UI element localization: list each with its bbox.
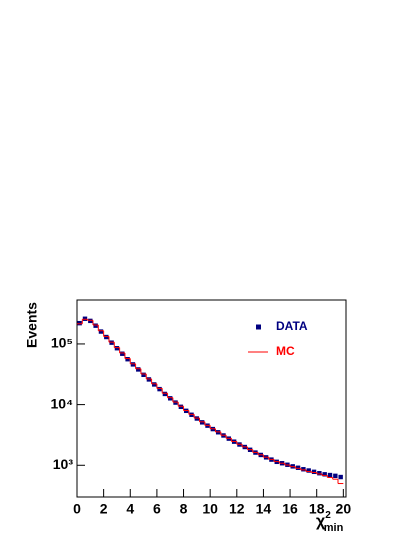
data-point — [82, 316, 88, 321]
data-point — [317, 471, 322, 476]
x-tick-label: 18 — [309, 501, 325, 517]
x-tick-label: 10 — [202, 501, 218, 517]
x-label-symbol: χ — [316, 513, 326, 530]
data-point — [168, 396, 173, 401]
x-tick-label: 4 — [126, 501, 134, 517]
x-label-sup: 2 — [325, 510, 331, 521]
data-point — [93, 323, 98, 328]
data-point — [130, 362, 136, 367]
x-tick-label: 12 — [229, 501, 245, 517]
data-point — [333, 473, 338, 479]
data-point — [98, 329, 104, 334]
x-tick-label: 0 — [73, 501, 81, 517]
x-axis-label: χ2 min — [316, 510, 344, 534]
legend-marker — [256, 324, 261, 330]
data-point — [295, 465, 301, 470]
y-tick-label: 10⁵ — [51, 335, 73, 351]
y-axis-label: Events — [24, 302, 40, 348]
data-point — [136, 367, 141, 372]
data-point — [322, 472, 327, 477]
data-point — [327, 472, 333, 478]
data-point — [199, 420, 205, 425]
data-point — [114, 346, 120, 351]
x-tick-label: 16 — [282, 501, 298, 517]
y-tick-label: 10⁴ — [51, 395, 74, 411]
data-point — [162, 391, 168, 397]
x-tick-label: 20 — [336, 501, 352, 517]
data-point — [306, 468, 311, 473]
data-point — [146, 377, 152, 382]
x-label-sub: min — [324, 522, 344, 534]
data-point — [77, 320, 82, 326]
data-point — [301, 467, 306, 472]
data-point — [152, 382, 157, 387]
data-point — [311, 469, 317, 475]
data-point — [338, 474, 343, 480]
data-point — [120, 351, 125, 356]
data-point — [104, 334, 109, 340]
legend-label: DATA — [276, 319, 308, 333]
data-point — [178, 404, 184, 410]
data-point — [88, 318, 93, 324]
frame — [76, 299, 347, 498]
x-tick-label: 6 — [153, 501, 161, 517]
x-tick-label: 14 — [256, 501, 272, 517]
x-tick-label: 2 — [100, 501, 108, 517]
x-tick-label: 8 — [180, 501, 188, 517]
legend-label: MC — [276, 344, 295, 358]
data-point — [125, 357, 130, 362]
y-tick-label: 10³ — [53, 456, 74, 472]
data-point — [141, 372, 146, 377]
data-point — [157, 386, 162, 392]
